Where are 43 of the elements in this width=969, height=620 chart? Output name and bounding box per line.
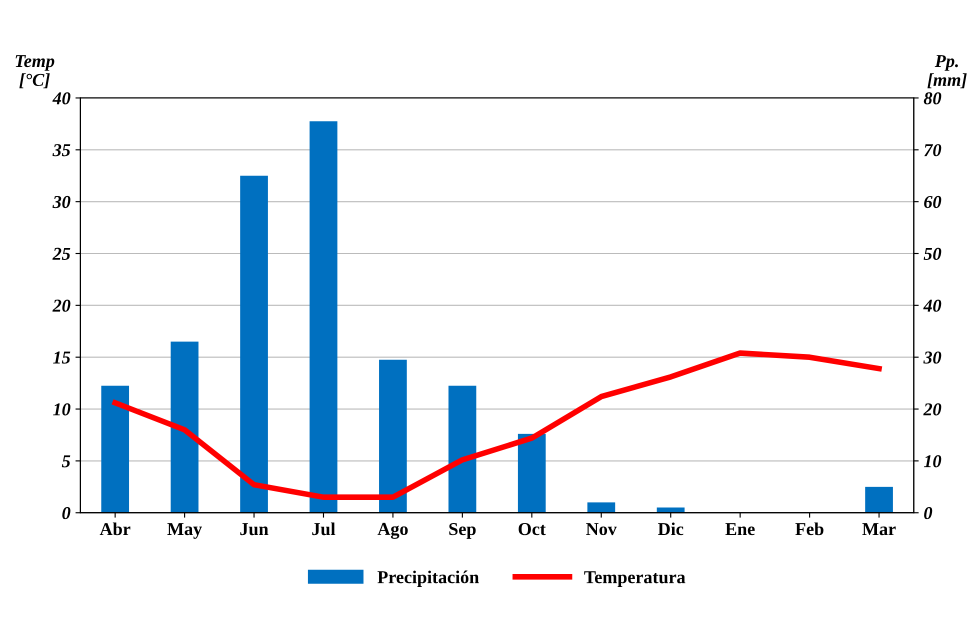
- y2-tick-label: 60: [924, 196, 942, 208]
- legend-label: Precipitación: [378, 570, 479, 587]
- x-tick-label: Jul: [312, 522, 336, 536]
- bar: [101, 386, 130, 513]
- x-tick-label: Feb: [795, 522, 824, 536]
- y-tick-label: 20: [52, 300, 70, 312]
- bar: [448, 386, 476, 513]
- bar: [865, 486, 893, 513]
- x-tick-label: Sep: [449, 523, 476, 539]
- y-tick-label: 35: [52, 144, 70, 156]
- y2-tick-label: 30: [923, 351, 942, 364]
- y-tick-label: 0: [62, 507, 70, 520]
- bar: [240, 176, 268, 513]
- x-tick-label: Nov: [586, 523, 617, 536]
- y2-tick-label: 20: [923, 403, 942, 416]
- bar: [379, 360, 407, 513]
- y2-tick-label: 70: [924, 144, 942, 156]
- x-tick-label: May: [167, 523, 202, 539]
- y2-tick-label: 0: [924, 507, 932, 520]
- y-tick-label: 30: [52, 196, 70, 208]
- y2-tick-label: 80: [924, 92, 942, 104]
- y-axis-title: Temp [°C]: [16, 55, 54, 88]
- bar: [170, 342, 198, 513]
- bar: [310, 121, 338, 513]
- y-tick-label: 40: [52, 92, 70, 104]
- y2-tick-label: 40: [923, 300, 942, 312]
- x-tick-label: Ene: [725, 523, 755, 536]
- y-tick-label: 25: [52, 248, 70, 260]
- y2-tick-label: 10: [924, 455, 942, 468]
- y2-tick-label: 50: [924, 248, 942, 260]
- x-tick-label: Abr: [100, 522, 130, 536]
- legend-label: Temperatura: [584, 571, 686, 587]
- bar: [518, 434, 546, 513]
- y2-axis-title: Pp. [mm]: [927, 55, 967, 88]
- y-tick-label: 15: [53, 352, 70, 364]
- y-tick-label: 10: [53, 403, 70, 416]
- x-tick-label: Dic: [658, 522, 684, 536]
- x-tick-label: Oct: [518, 523, 546, 536]
- x-tick-label: Mar: [862, 523, 896, 536]
- x-tick-label: Jun: [240, 523, 268, 536]
- bar: [587, 502, 616, 513]
- y-tick-label: 5: [62, 455, 70, 468]
- x-tick-label: Ago: [378, 522, 408, 539]
